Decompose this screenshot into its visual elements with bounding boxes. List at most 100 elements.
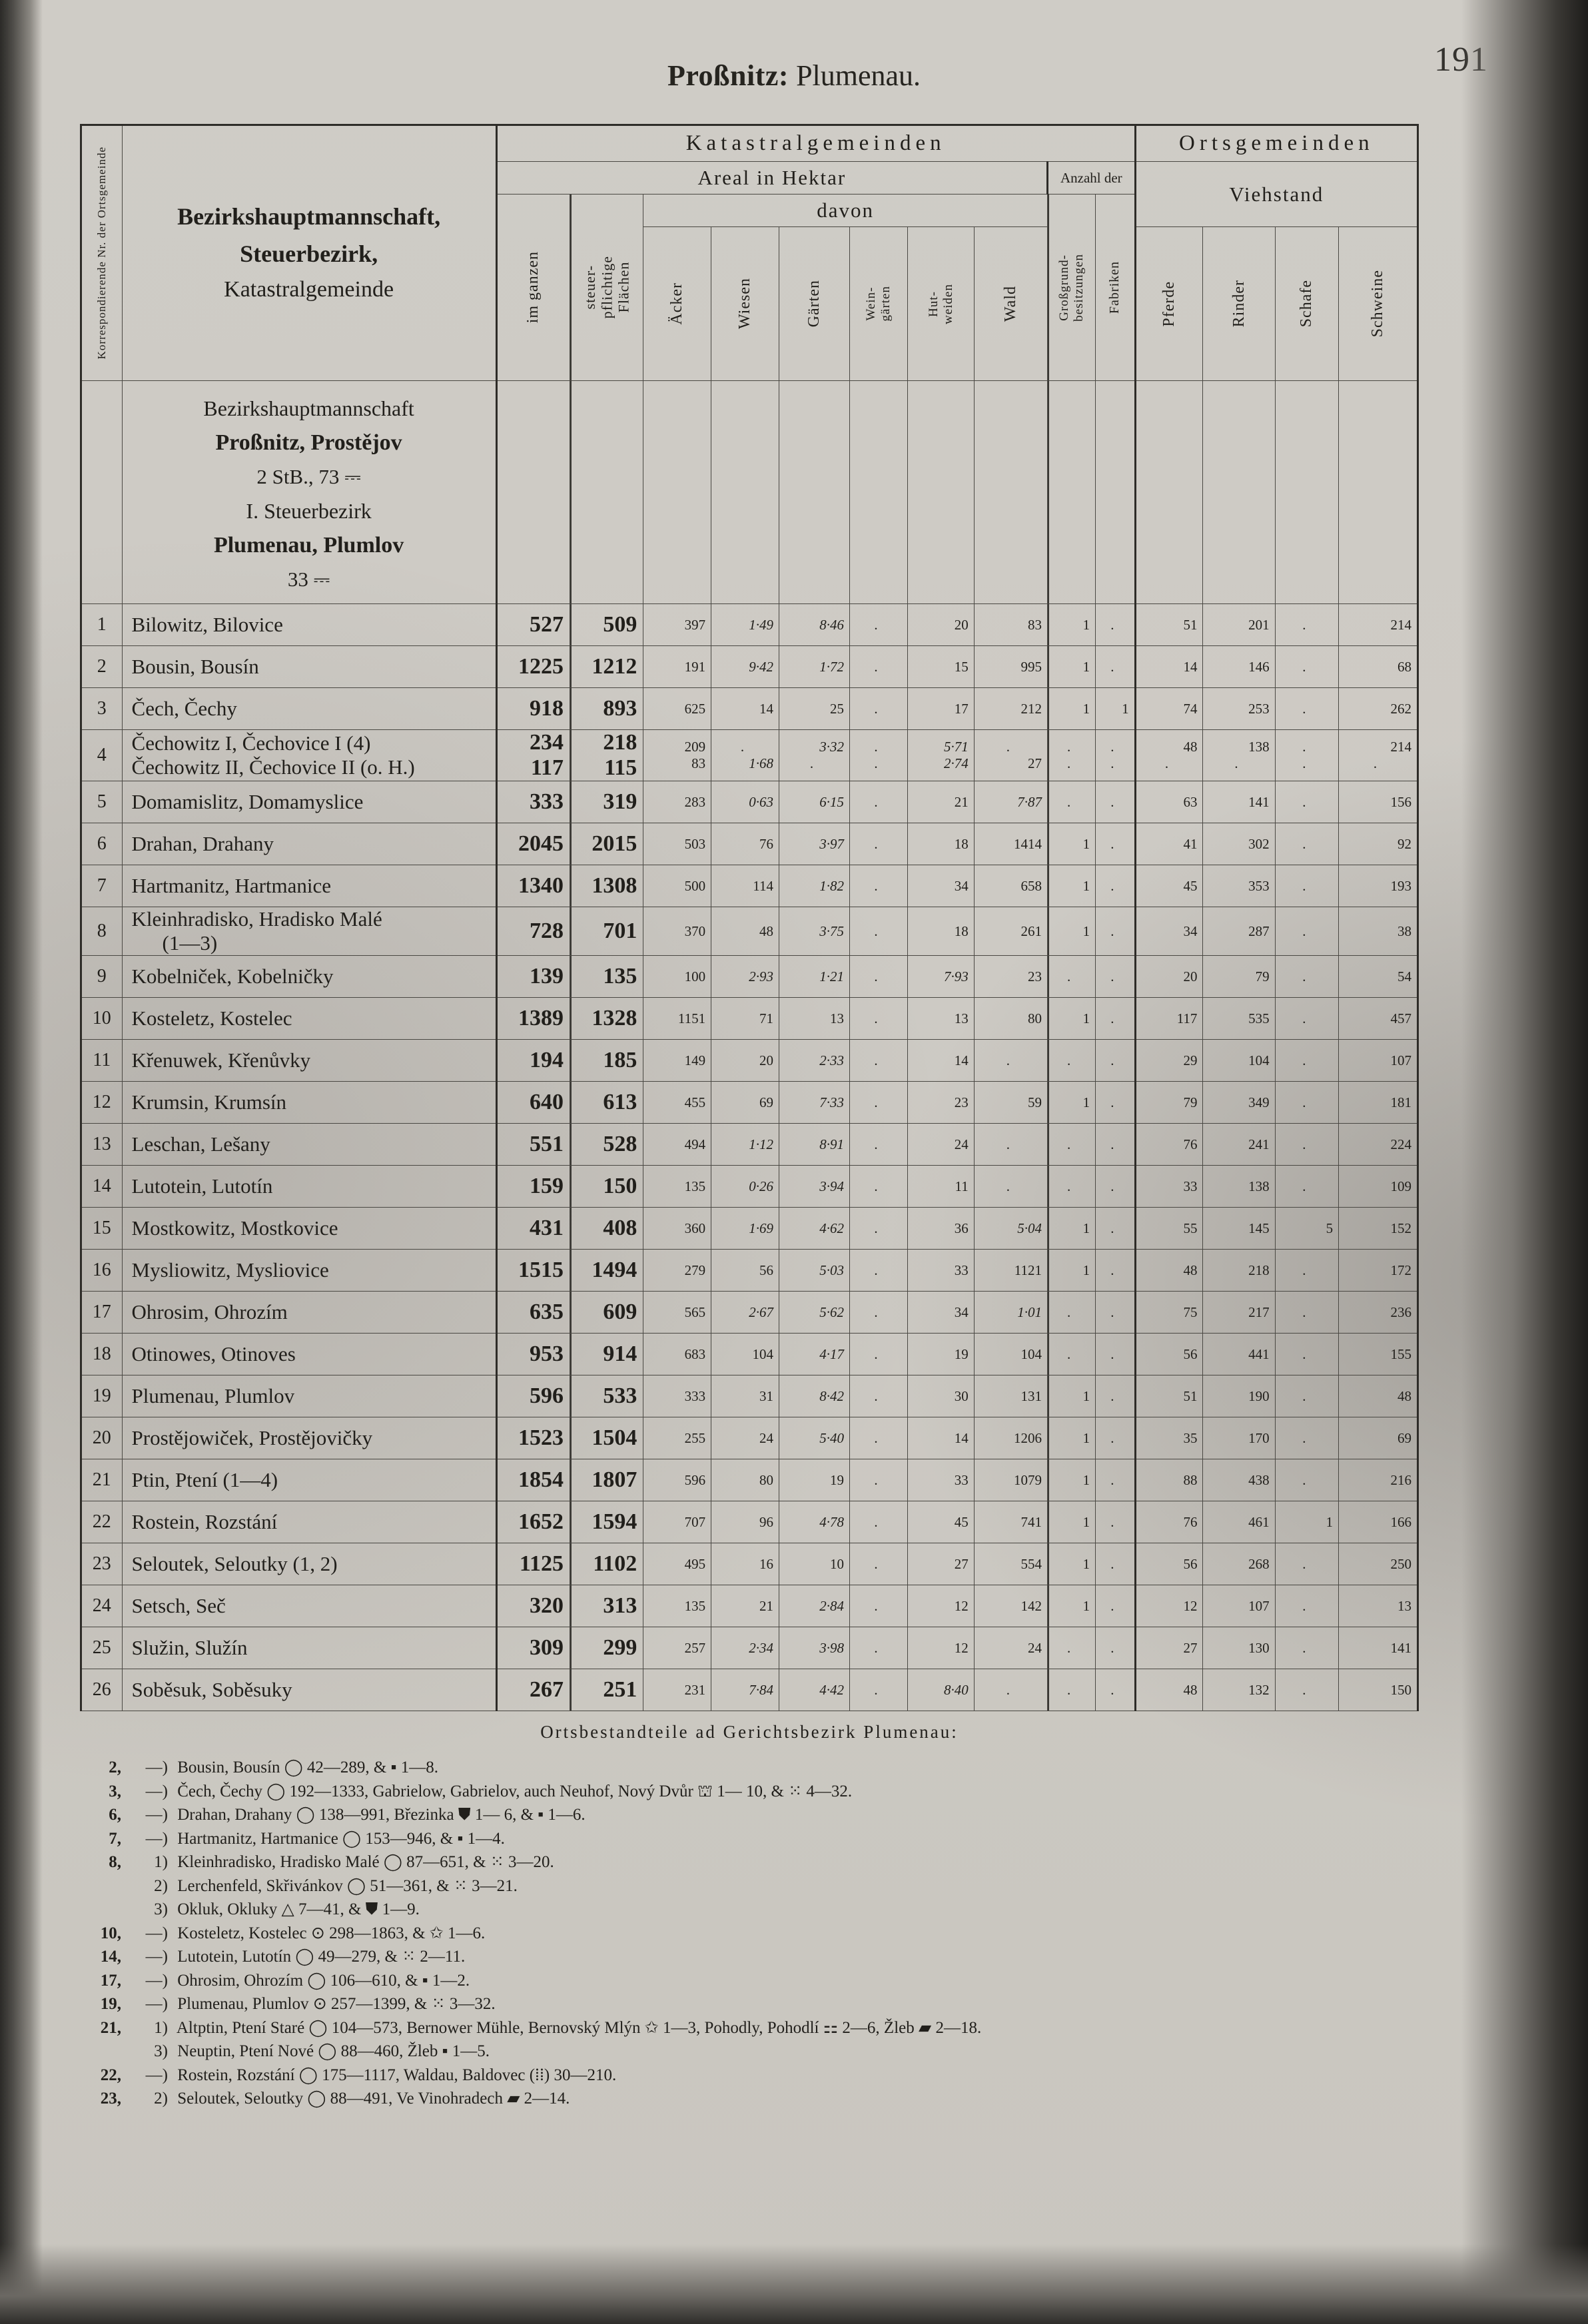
cell-wald: 1·01 [973,1291,1048,1334]
table-row[interactable]: 3 Čech, Čechy 918 893 625 14 25. 17 212 1 1 74 253. 2… [80,687,1419,730]
table-row[interactable]: 1 Bilowitz, Bilovice 527 509 397 1·49 8·46. 20 8… [80,603,1419,646]
table-row[interactable]: 7 Hartmanitz, Hartmanice 1340 1308 500 114 1·8… [80,865,1419,907]
table-row[interactable]: 17 Ohrosim, Ohrozím 635 609 565 2·67 5·62. 34 1·… [80,1291,1419,1334]
footnote-number: 3, [109,1782,121,1800]
cell-rinder: 138 [1202,1165,1276,1208]
table-row[interactable]: 4 Čechowitz I, Čechovice I (4) Čechowitz I… [80,729,1419,781]
table-row[interactable]: 19 Plumenau, Plumlov 596 533 333 31 8·42. 30 131… [80,1375,1419,1417]
table-row[interactable]: 2 Bousin, Bousín 1225 1212 191 9·42 1·72. 15 995… [80,645,1419,688]
cell-schweine: 107 [1338,1039,1419,1082]
cell-wiesen: 20 [711,1039,779,1082]
row-index: 13 [80,1123,123,1166]
cell-steuer: 1504 [569,1417,644,1459]
cell-hut: 15 [907,645,975,688]
cell-ganzen: 194 [495,1039,571,1082]
cell-gross: 1 [1047,1417,1096,1459]
cell-schweine: 92 [1338,823,1419,865]
row-index: 7 [80,865,123,907]
row-name-line1: Kleinhradisko, Hradisko Malé [131,907,382,931]
cell-wein: . [849,781,908,823]
cell-gaerten: 3·32. [778,729,851,781]
cell-hut: 12 [907,1585,975,1627]
row-name: Mysliowitz, Mysliovice [121,1249,497,1292]
cell-acker: 397 [643,603,712,646]
table-row[interactable]: 26 Soběsuk, Soběsuky 267 251 231 7·84 4·42. 8·4… [80,1669,1419,1711]
cell-schafe: . [1274,645,1340,688]
row-name: Prostějowiček, Prostějovičky [121,1417,497,1459]
table-row[interactable]: 12 Krumsin, Krumsín 640 613 455 69 7·33. 23 59 1.… [80,1081,1419,1124]
cell-fabr: .. [1095,729,1136,781]
cell-wald: 24 [973,1627,1048,1669]
cell-pferde: 51 [1134,603,1204,646]
cell-pferde: 20 [1134,955,1204,998]
cell-gaerten: 3·97 [778,823,851,865]
cell-rinder: 79 [1202,955,1276,998]
cell-acker: 257 [643,1627,712,1669]
cell-fabr: . [1095,1165,1136,1208]
cell-hut: 20 [907,603,975,646]
cell-steuer: 893 [569,687,644,730]
cell-gaerten: 1·82 [778,865,851,907]
cell-fabr: . [1095,1375,1136,1417]
cell-wald: 142 [973,1585,1048,1627]
footnote-text: Altptin, Ptení Staré ◯ 104—573, Bernower… [173,2018,982,2037]
cell-rinder: 201 [1202,603,1276,646]
header-index-column: Korrespondierende Nr. der Ortsgemeinde [80,124,123,381]
table-row[interactable]: 9 Kobelniček, Kobelničky 139 135 100 2·93 1·21… [80,955,1419,998]
header-fabriken: Fabriken [1095,194,1136,381]
cell-pferde: 63 [1134,781,1204,823]
cell-schafe: . [1274,1333,1340,1375]
title-plumenau: Plumenau, Plumlov [213,533,404,558]
table-row[interactable]: 5 Domamislitz, Domamyslice 333 319 283 0·63 6·… [80,781,1419,823]
header-name-line3: Katastralgemeinde [224,277,394,302]
table-row[interactable]: 15 Mostkowitz, Mostkovice 431 408 360 1·69 4·6… [80,1207,1419,1250]
cell-wald: . [973,1669,1048,1711]
table-row[interactable]: 8 Kleinhradisko, Hradisko Malé (1—3) 728 701… [80,907,1419,956]
cell-pferde: 79 [1134,1081,1204,1124]
row-index: 26 [80,1669,123,1711]
table-row[interactable]: 24 Setsch, Seč 320 313 135 21 2·84. 12 142 1. 12 10… [80,1585,1419,1627]
cell-acker: 370 [643,907,712,956]
footnote-number: 19, [100,1995,121,2013]
table-row[interactable]: 13 Leschan, Lešany 551 528 494 1·12 8·91. 24...… [80,1123,1419,1166]
table-row[interactable]: 16 Mysliowitz, Mysliovice 1515 1494 279 56 5·0… [80,1249,1419,1292]
cell-pferde: 55 [1134,1207,1204,1250]
cell-acker: 135 [643,1585,712,1627]
cell-wiesen: 80 [711,1459,779,1501]
cell-pferde: 51 [1134,1375,1204,1417]
table-row[interactable]: 22 Rostein, Rozstání 1652 1594 707 96 4·78. 45 7… [80,1501,1419,1543]
cell-gaerten: 6·15 [778,781,851,823]
table-row[interactable]: 10 Kosteletz, Kostelec 1389 1328 1151 71 13. 13… [80,997,1419,1040]
cell-schweine: 152 [1338,1207,1419,1250]
cell-wiesen: 16 [711,1543,779,1585]
cell-acker: 707 [643,1501,712,1543]
cell-wein: . [849,1081,908,1124]
header-group-ortsgemeinden: Ortsgemeinden [1134,124,1419,162]
table-row[interactable]: 11 Křenuwek, Křenůvky 194 185 149 20 2·33. 14..… [80,1039,1419,1082]
header-name-column: Bezirkshauptmannschaft, Steuerbezirk, Ka… [121,124,497,381]
table-row[interactable]: 6 Drahan, Drahany 2045 2015 503 76 3·97. 18 1414… [80,823,1419,865]
cell-gaerten: 25 [778,687,851,730]
footnote-line: 14, —) Lutotein, Lutotín ◯ 49—279, & ⁙ 2—… [80,1945,1419,1969]
cell-ganzen: 551 [495,1123,571,1166]
footnote-text: Čech, Čechy ◯ 192—1333, Gabrielow, Gabri… [173,1782,853,1800]
cell-fabr: . [1095,1039,1136,1082]
cell-acker: 255 [643,1417,712,1459]
table-row[interactable]: 18 Otinowes, Otinoves 953 914 683 104 4·17. 19 1… [80,1333,1419,1375]
cell-wald: 1079 [973,1459,1048,1501]
table-row[interactable]: 23 Seloutek, Seloutky (1, 2) 1125 1102 495 16… [80,1543,1419,1585]
table-row[interactable]: 25 Služin, Služín 309 299 257 2·34 3·98. 12 24..… [80,1627,1419,1669]
cell-rinder: 130 [1202,1627,1276,1669]
cell-hut: 34 [907,865,975,907]
table-row[interactable]: 21 Ptin, Ptení (1—4) 1854 1807 596 80 19. 33 107… [80,1459,1419,1501]
footnote-number: 17, [100,1971,121,1990]
cell-ganzen: 918 [495,687,571,730]
cell-ganzen: 1854 [495,1459,571,1501]
cell-pferde: 56 [1134,1543,1204,1585]
table-row[interactable]: 20 Prostějowiček, Prostějovičky 1523 1504 25… [80,1417,1419,1459]
row-index: 3 [80,687,123,730]
cell-wein: . [849,1627,908,1669]
table-row[interactable]: 14 Lutotein, Lutotín 159 150 135 0·26 3·94. 11.… [80,1165,1419,1208]
cell-acker: 596 [643,1459,712,1501]
cell-schafe: . [1274,1249,1340,1292]
